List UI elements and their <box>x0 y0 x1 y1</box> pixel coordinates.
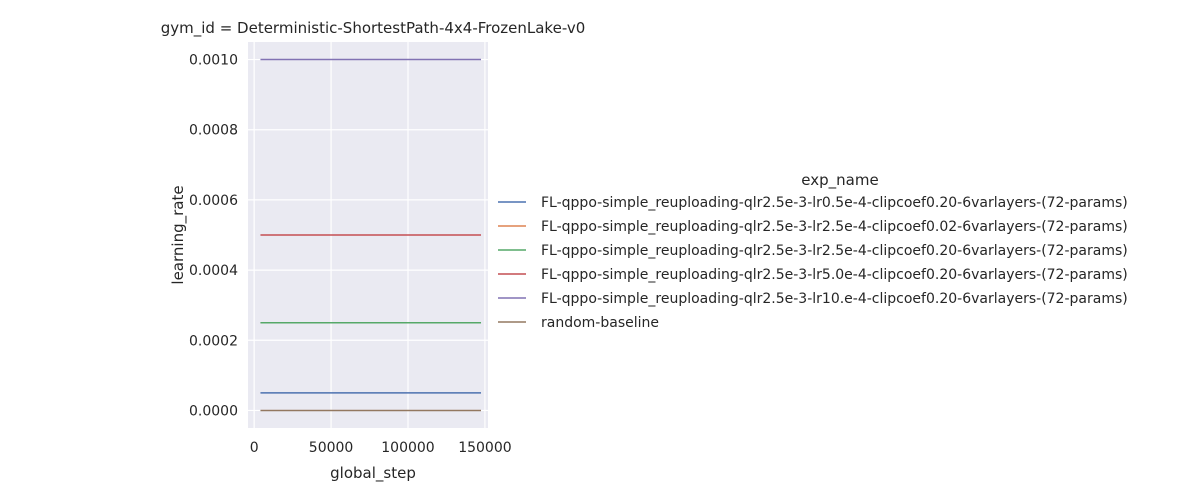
legend-label: FL-qppo-simple_reuploading-qlr2.5e-3-lr2… <box>541 219 1128 235</box>
legend-label: FL-qppo-simple_reuploading-qlr2.5e-3-lr0… <box>541 195 1128 211</box>
y-axis-ticks: 0.0000 0.0002 0.0004 0.0006 0.0008 0.0010 <box>189 53 238 420</box>
legend-label: random-baseline <box>541 315 659 331</box>
x-tick-label: 100000 <box>381 440 434 456</box>
legend-label: FL-qppo-simple_reuploading-qlr2.5e-3-lr5… <box>541 267 1128 283</box>
legend-title: exp_name <box>801 171 878 190</box>
y-tick-label: 0.0000 <box>189 403 238 419</box>
x-tick-label: 50000 <box>309 440 354 456</box>
legend-label: FL-qppo-simple_reuploading-qlr2.5e-3-lr2… <box>541 243 1128 259</box>
x-tick-label: 0 <box>250 440 259 456</box>
y-axis-label: learning_rate <box>169 185 188 284</box>
legend: exp_name FL-qppo-simple_reuploading-qlr2… <box>498 171 1128 331</box>
y-tick-label: 0.0010 <box>189 53 238 69</box>
x-tick-label: 150000 <box>458 440 511 456</box>
y-tick-label: 0.0004 <box>189 263 238 279</box>
y-tick-label: 0.0006 <box>189 193 238 209</box>
legend-items: FL-qppo-simple_reuploading-qlr2.5e-3-lr0… <box>498 195 1128 331</box>
y-tick-label: 0.0008 <box>189 123 238 139</box>
x-axis-ticks: 0 50000 100000 150000 <box>250 440 512 456</box>
chart-title: gym_id = Deterministic-ShortestPath-4x4-… <box>161 19 586 38</box>
y-tick-label: 0.0002 <box>189 333 238 349</box>
series-lines <box>260 58 482 412</box>
legend-label: FL-qppo-simple_reuploading-qlr2.5e-3-lr1… <box>541 291 1128 307</box>
x-axis-label: global_step <box>330 464 416 483</box>
